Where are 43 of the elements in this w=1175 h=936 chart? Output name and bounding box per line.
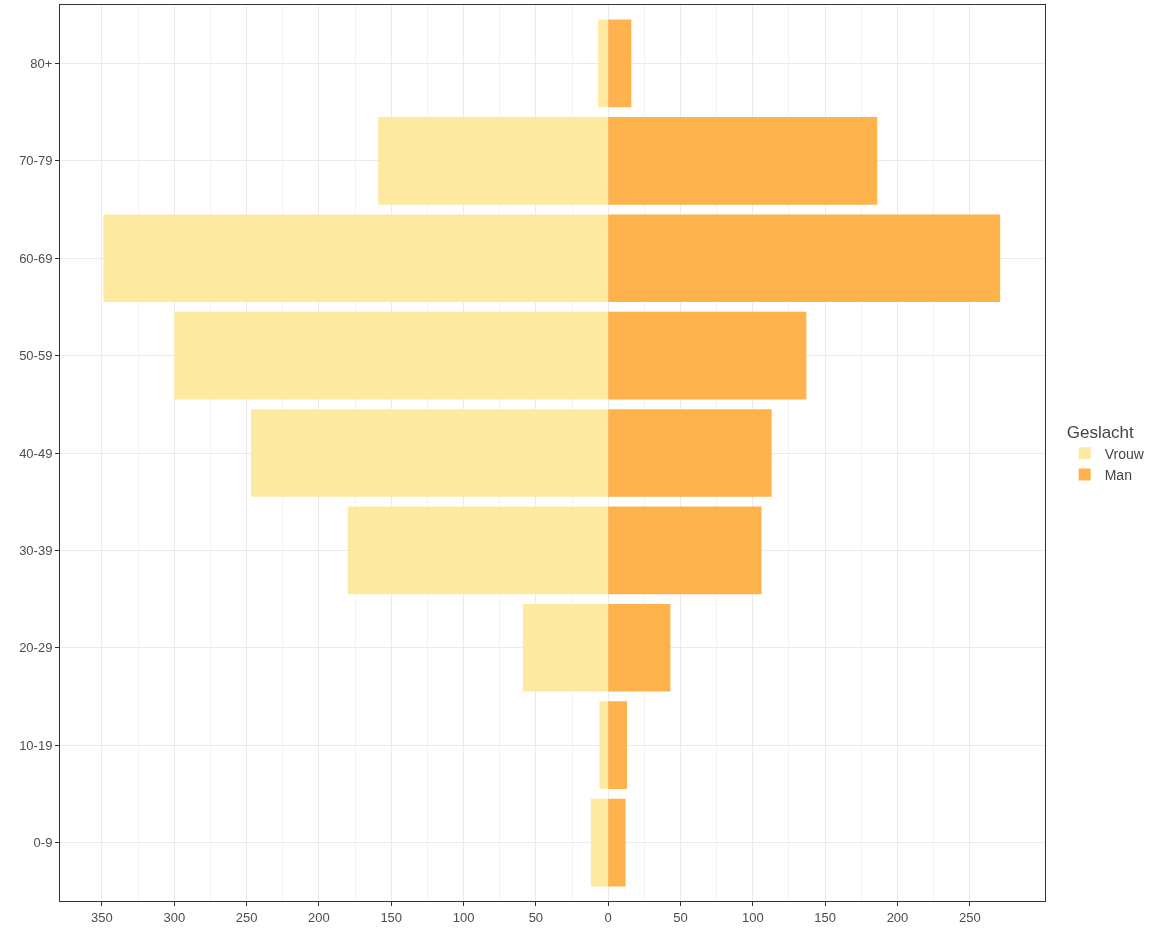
bar (590, 798, 609, 887)
x-tick-label: 250 (958, 909, 981, 925)
x-tick-label: 100 (741, 909, 764, 925)
legend-label: Man (1104, 466, 1132, 483)
bar (608, 701, 627, 789)
x-tick-label: 300 (163, 909, 186, 925)
bar (522, 603, 609, 692)
bar (608, 798, 626, 887)
y-tick-label: 30-39 (19, 542, 53, 558)
y-tick-label: 0-9 (33, 835, 53, 851)
y-tick-label: 60-69 (19, 250, 53, 266)
legend-title: Geslacht (1066, 422, 1135, 442)
bar (608, 117, 878, 205)
bar (608, 409, 772, 497)
y-tick-label: 80+ (30, 55, 53, 71)
x-tick-label: 0 (604, 909, 612, 925)
bar (608, 603, 671, 692)
y-tick-label: 10-19 (19, 737, 53, 753)
bar (608, 506, 762, 595)
bar (598, 19, 609, 108)
x-tick-label: 200 (308, 909, 330, 925)
bar (250, 409, 609, 497)
x-tick-label: 50 (673, 909, 688, 925)
bar (608, 311, 807, 400)
bar (378, 117, 609, 205)
x-tick-label: 250 (235, 909, 258, 925)
x-tick-label: 200 (886, 909, 909, 925)
x-tick-label: 50 (528, 909, 544, 925)
bar (599, 701, 609, 789)
bar (608, 19, 632, 108)
x-tick-label: 150 (814, 909, 836, 925)
y-tick-label: 20-29 (19, 640, 53, 656)
bar (347, 506, 609, 595)
bar (608, 214, 1001, 303)
x-tick-label: 150 (380, 909, 403, 925)
y-tick-label: 70-79 (19, 153, 53, 169)
y-tick-label: 50-59 (19, 348, 53, 364)
x-tick-label: 100 (452, 909, 475, 925)
bar (174, 311, 609, 400)
bar (103, 214, 609, 303)
y-tick-label: 40-49 (19, 445, 53, 461)
legend-label: Vrouw (1104, 445, 1145, 462)
x-tick-label: 350 (91, 909, 113, 925)
